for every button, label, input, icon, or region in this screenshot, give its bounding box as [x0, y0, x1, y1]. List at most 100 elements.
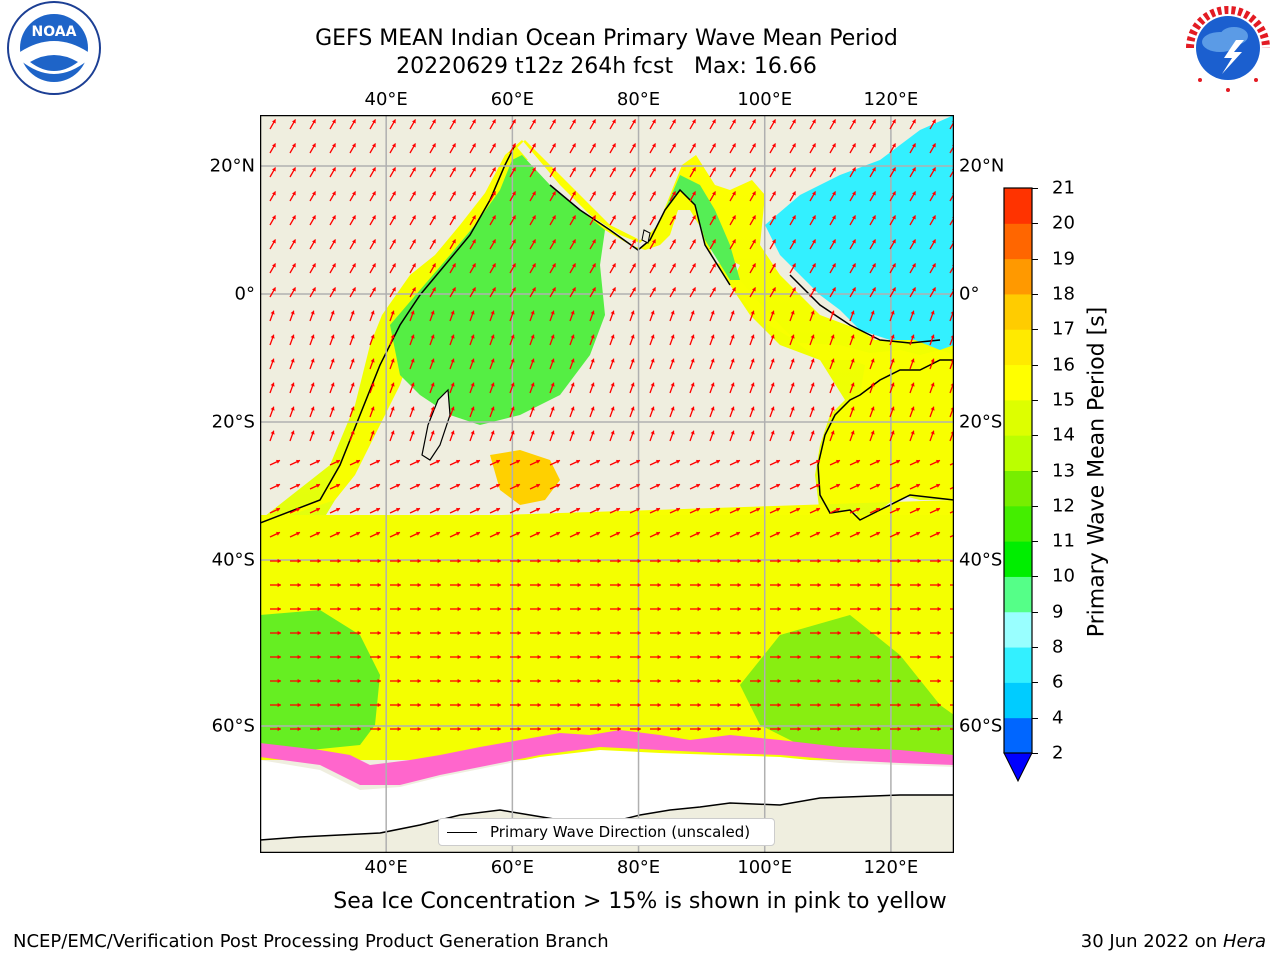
wave-arrow-head	[290, 382, 295, 387]
wave-arrow-head	[671, 167, 676, 172]
wave-arrow-head	[911, 215, 916, 220]
wave-arrow-head	[830, 334, 835, 339]
wave-arrow-head	[531, 287, 536, 292]
wave-arrow-head	[451, 119, 456, 124]
wave-arrow-head	[630, 310, 635, 315]
wave-arrow-head	[797, 702, 801, 708]
wave-arrow-head	[710, 406, 715, 411]
wave-arrow-head	[457, 726, 461, 732]
wave-arrow-head	[536, 483, 540, 488]
wave-arrow-head	[477, 558, 481, 564]
wave-arrow-head	[291, 191, 296, 196]
wave-arrow-head	[511, 215, 516, 220]
wave-arrow-head	[630, 358, 635, 363]
wave-arrow-head	[936, 483, 940, 488]
gridlines	[260, 115, 954, 853]
wave-arrow-head	[790, 358, 795, 363]
colorbar-segment	[1004, 611, 1032, 648]
wave-arrow-head	[870, 382, 875, 387]
footer-date: 30 Jun 2022 on Hera	[1081, 931, 1266, 952]
wave-arrow-head	[336, 531, 340, 536]
wave-arrow-head	[271, 215, 276, 220]
wave-arrow-head	[656, 459, 660, 464]
wave-arrow-head	[450, 382, 455, 387]
wave-arrow-head	[877, 678, 881, 684]
wave-arrow-head	[397, 726, 401, 732]
wave-arrow-head	[591, 191, 596, 196]
wave-arrow-head	[790, 406, 795, 411]
lat-tick-label-left: 20°N	[209, 155, 255, 177]
wave-arrow-head	[797, 558, 801, 564]
wave-arrow-head	[570, 406, 575, 411]
wave-arrow-head	[351, 263, 356, 268]
wave-arrow-head	[351, 215, 356, 220]
wave-arrow-head	[490, 406, 495, 411]
wave-arrow-head	[690, 358, 695, 363]
wave-arrow-head	[477, 702, 481, 708]
wave-arrow-head	[797, 630, 801, 636]
wave-arrow-head	[311, 119, 316, 124]
wave-arrow-head	[651, 191, 656, 196]
wave-arrow-head	[537, 654, 541, 660]
wave-arrow-head	[636, 507, 640, 512]
wave-arrow-head	[830, 382, 835, 387]
wave-arrow-head	[910, 310, 915, 315]
wave-arrow-head	[897, 654, 901, 660]
wave-arrow-head	[577, 678, 581, 684]
wave-arrow-head	[536, 531, 540, 536]
wave-arrow-head	[810, 310, 815, 315]
wave-arrow-head	[537, 702, 541, 708]
wave-arrow-head	[817, 582, 821, 588]
wave-arrow-head	[691, 215, 696, 220]
wave-arrow-head	[817, 606, 821, 612]
wave-arrow-head	[897, 558, 901, 564]
wave-arrow-head	[617, 726, 621, 732]
wave-arrow-head	[811, 239, 816, 244]
wave-arrow-head	[611, 191, 616, 196]
wave-arrow-head	[350, 430, 355, 435]
wave-arrow-head	[371, 287, 376, 292]
wave-arrow-head	[391, 287, 396, 292]
wave-arrow-head	[591, 215, 596, 220]
wave-arrow-head	[356, 531, 360, 536]
wave-arrow-head	[451, 287, 456, 292]
wave-arrow-head	[831, 143, 836, 148]
wave-arrow-head	[630, 334, 635, 339]
wave-arrow-head	[331, 239, 336, 244]
wave-arrow-head	[456, 459, 460, 464]
wave-arrow-head	[910, 334, 915, 339]
lat-tick-label-right: 0°	[959, 283, 980, 305]
wave-arrow-head	[391, 239, 396, 244]
wave-arrow-head	[717, 678, 721, 684]
wave-arrow-head	[717, 606, 721, 612]
wave-arrow-head	[937, 702, 941, 708]
wave-arrow-head	[716, 483, 720, 488]
green-band-east	[740, 615, 954, 755]
wave-arrow-head	[871, 191, 876, 196]
wave-arrow-head	[451, 239, 456, 244]
wave-arrow-head	[851, 239, 856, 244]
wave-arrow-head	[636, 459, 640, 464]
wave-arrow-head	[711, 239, 716, 244]
wave-arrow-head	[577, 630, 581, 636]
wave-arrow-head	[456, 507, 460, 512]
wave-arrow-head	[317, 582, 321, 588]
wave-arrow-head	[557, 630, 561, 636]
wave-arrow-head	[371, 191, 376, 196]
wave-arrow-head	[770, 358, 775, 363]
wave-arrow-head	[911, 119, 916, 124]
wave-arrow-head	[510, 358, 515, 363]
colorbar-tick-label: 9	[1052, 601, 1064, 623]
wave-arrow-head	[570, 382, 575, 387]
wave-arrow-head	[470, 358, 475, 363]
green-band-west	[260, 610, 380, 755]
wave-arrow-head	[771, 143, 776, 148]
wave-arrow-head	[750, 406, 755, 411]
lat-tick-label-left: 20°S	[211, 411, 255, 433]
wave-arrow-head	[437, 702, 441, 708]
wave-arrow-head	[716, 531, 720, 536]
wave-arrow-head	[411, 167, 416, 172]
wave-arrow-head	[650, 382, 655, 387]
wave-arrow-head	[291, 119, 296, 124]
colorbar-segment	[1004, 329, 1032, 366]
